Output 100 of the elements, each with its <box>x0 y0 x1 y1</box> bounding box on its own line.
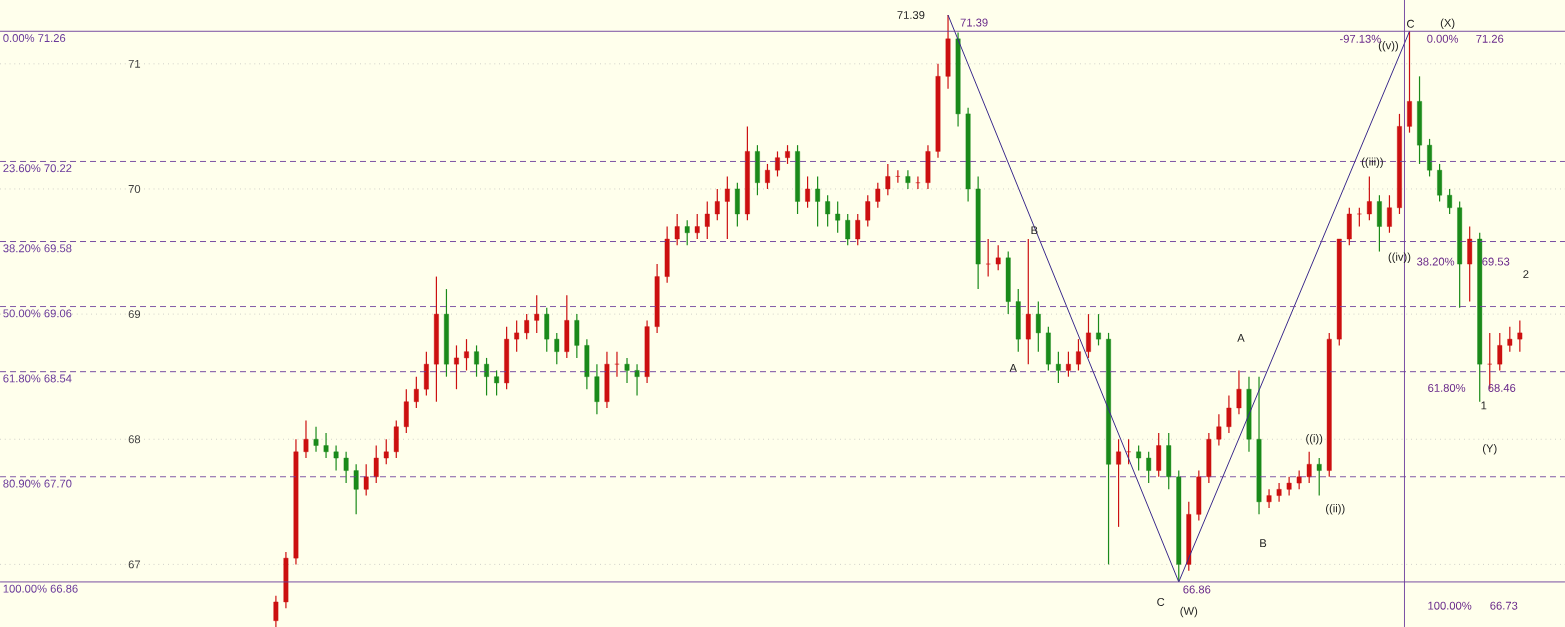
annotation: 100.00% <box>1428 601 1472 610</box>
ref-line-label: 100.00% 66.86 <box>3 584 78 593</box>
annotation: (Y) <box>1482 444 1497 455</box>
candlestick <box>1066 351 1071 378</box>
annotation: 0.00% <box>1427 34 1459 43</box>
y-tick-label: 67 <box>128 560 141 569</box>
y-tick-label: 70 <box>128 185 141 193</box>
candlestick <box>865 194 871 228</box>
annotation: 1 <box>1481 401 1487 410</box>
candlestick <box>1236 369 1242 415</box>
annotation: ((i)) <box>1306 434 1323 445</box>
annotation: (W) <box>1180 606 1198 618</box>
annotation: A <box>1009 364 1017 372</box>
candlestick <box>1136 444 1142 472</box>
annotation: C <box>1407 19 1415 28</box>
y-tick-label: 68 <box>128 435 141 444</box>
annotation: 38.20% <box>1417 257 1455 266</box>
candlestick <box>524 313 530 340</box>
annotation: 68.46 <box>1488 384 1516 392</box>
candlestick <box>694 213 700 240</box>
candlestick <box>775 150 780 178</box>
y-tick-label: 69 <box>128 310 141 319</box>
annotation: 71.26 <box>1476 34 1504 43</box>
candlestick <box>1366 175 1372 221</box>
candlestick <box>333 444 339 472</box>
candlestick <box>614 351 620 378</box>
candlestick <box>674 213 680 246</box>
annotation: ((v)) <box>1378 41 1398 52</box>
annotation: A <box>1237 334 1245 342</box>
annotation: 2 <box>1523 270 1529 278</box>
candlestick <box>1447 188 1453 215</box>
candlestick <box>1286 476 1292 497</box>
candlestick <box>1086 313 1091 359</box>
candlestick <box>1076 338 1081 372</box>
candlestick <box>1316 457 1322 497</box>
candlestick <box>704 200 710 240</box>
candlestick <box>1387 194 1392 234</box>
candlestick <box>875 182 881 209</box>
candlestick <box>1035 301 1041 353</box>
annotation: C <box>1157 598 1165 606</box>
candlestick <box>363 463 369 497</box>
candlestick <box>1216 413 1222 447</box>
candlestick <box>484 357 489 397</box>
ref-line-label: 61.80% 68.54 <box>3 374 72 383</box>
ref-line-label: 0.00% 71.26 <box>3 34 66 42</box>
candlestick <box>494 369 500 397</box>
candlestick <box>273 595 279 627</box>
candlestick <box>895 169 901 184</box>
candlestick <box>514 319 520 353</box>
candlestick <box>534 294 540 334</box>
candlestick <box>905 169 911 190</box>
ref-line-label: 38.20% 69.58 <box>3 244 72 253</box>
candlestick <box>624 357 630 384</box>
ref-line-label: 80.90% 67.70 <box>3 479 72 488</box>
candlestick <box>1356 207 1362 228</box>
candlestick <box>825 194 831 228</box>
candlestick <box>724 175 730 240</box>
annotation: 66.86 <box>1183 585 1211 594</box>
ref-line-label: 50.00% 69.06 <box>3 309 72 318</box>
candlestick <box>464 338 469 372</box>
candlestick <box>1296 469 1302 490</box>
candlestick <box>313 426 319 453</box>
candlestick <box>454 344 459 390</box>
annotation: ((ii)) <box>1326 504 1345 515</box>
candlestick <box>373 444 379 484</box>
annotation: B <box>1260 539 1267 547</box>
candlestick <box>343 451 349 484</box>
candlestick <box>1226 394 1232 434</box>
candlestick <box>634 363 640 397</box>
candlestick <box>1276 482 1282 503</box>
y-tick-label: 71 <box>128 59 141 68</box>
candlestick <box>554 332 560 365</box>
annotation: 69.53 <box>1482 257 1510 266</box>
candlestick <box>1096 313 1101 347</box>
candlestick <box>995 244 1001 271</box>
candlestick <box>1266 488 1272 509</box>
candlestick <box>765 163 770 190</box>
candlestick <box>383 438 389 465</box>
candlestick <box>303 419 309 459</box>
candlestick <box>915 175 921 190</box>
candlestick <box>815 175 821 228</box>
candlestick <box>1126 438 1132 465</box>
candlestick <box>1306 451 1312 484</box>
candlestick <box>1497 332 1503 372</box>
candlestick <box>714 188 720 221</box>
candlestick <box>1146 451 1152 484</box>
candlestick <box>684 219 690 246</box>
annotation: 71.39 <box>960 18 988 27</box>
candlestick <box>1517 319 1523 353</box>
candlestick <box>1507 326 1513 353</box>
candlestick <box>413 376 419 409</box>
candlestick <box>985 238 991 278</box>
annotation: (X) <box>1440 18 1455 29</box>
candlestick <box>805 175 810 209</box>
annotation: 71.39 <box>897 11 925 19</box>
candlestick <box>835 200 841 234</box>
candlestick <box>785 144 790 165</box>
candlestick <box>353 463 359 515</box>
candlestick <box>1055 351 1061 384</box>
candlestick <box>474 344 479 378</box>
